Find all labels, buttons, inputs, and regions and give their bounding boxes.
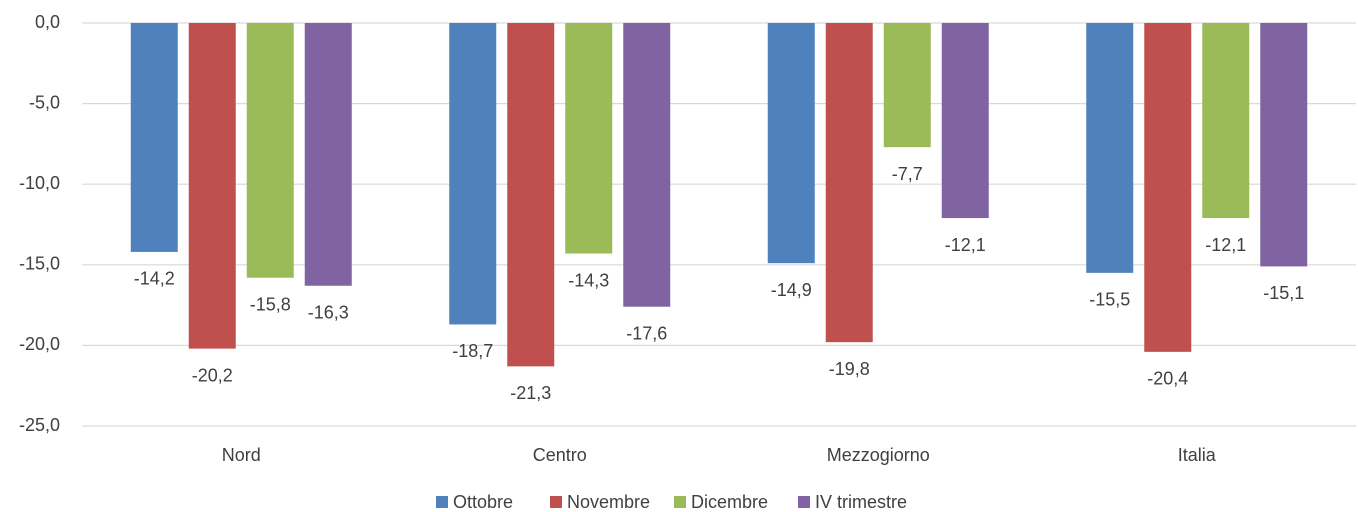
legend-swatch — [798, 496, 810, 508]
legend-label: Novembre — [567, 492, 650, 512]
y-tick-label: -5,0 — [29, 92, 60, 112]
bar — [130, 23, 178, 252]
legend-label: Dicembre — [691, 492, 768, 512]
bar — [1086, 23, 1134, 273]
value-label: -21,3 — [510, 383, 551, 403]
value-label: -17,6 — [626, 323, 667, 343]
y-tick-label: -25,0 — [19, 415, 60, 435]
bar — [1202, 23, 1250, 219]
bar — [304, 23, 352, 286]
legend-label: Ottobre — [453, 492, 513, 512]
bar — [1144, 23, 1192, 352]
value-label: -16,3 — [308, 303, 349, 323]
bar — [767, 23, 815, 264]
value-label: -20,2 — [192, 365, 233, 385]
x-tick-label: Centro — [533, 445, 587, 465]
value-label: -18,7 — [452, 341, 493, 361]
value-label: -14,3 — [568, 270, 609, 290]
x-tick-label: Italia — [1178, 445, 1217, 465]
value-label: -12,1 — [945, 235, 986, 255]
bar — [941, 23, 989, 219]
value-label: -14,9 — [771, 280, 812, 300]
value-label: -15,5 — [1089, 290, 1130, 310]
value-label: -14,2 — [134, 269, 175, 289]
legend-swatch — [674, 496, 686, 508]
bar — [246, 23, 294, 278]
value-label: -15,1 — [1263, 283, 1304, 303]
value-label: -15,8 — [250, 294, 291, 314]
legend-swatch — [550, 496, 562, 508]
y-tick-label: -20,0 — [19, 334, 60, 354]
value-label: -12,1 — [1205, 235, 1246, 255]
bar — [188, 23, 236, 349]
bar — [883, 23, 931, 148]
bar — [825, 23, 873, 343]
y-tick-label: 0,0 — [35, 12, 60, 32]
value-label: -7,7 — [892, 164, 923, 184]
x-tick-label: Nord — [222, 445, 261, 465]
x-tick-label: Mezzogiorno — [827, 445, 930, 465]
bar — [623, 23, 671, 307]
value-label: -19,8 — [829, 359, 870, 379]
legend-swatch — [436, 496, 448, 508]
y-tick-label: -10,0 — [19, 173, 60, 193]
bar — [1260, 23, 1308, 267]
bar — [507, 23, 555, 367]
y-tick-label: -15,0 — [19, 254, 60, 274]
bar — [565, 23, 613, 254]
legend-label: IV trimestre — [815, 492, 907, 512]
bar — [449, 23, 497, 325]
value-label: -20,4 — [1147, 369, 1188, 389]
